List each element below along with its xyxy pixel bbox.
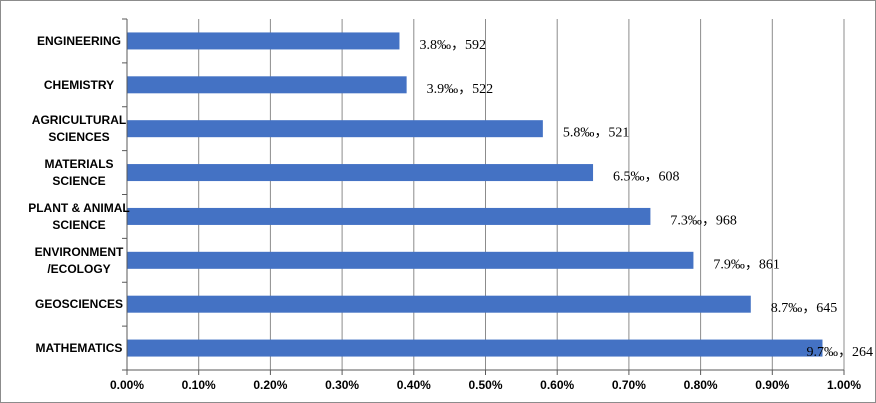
x-tick-label: 0.60% bbox=[540, 378, 574, 392]
x-tick-label: 0.20% bbox=[253, 378, 287, 392]
data-label: 7.9‰，861 bbox=[713, 257, 780, 272]
x-tick-label: 0.70% bbox=[612, 378, 646, 392]
axes bbox=[122, 18, 845, 375]
category-label: GEOSCIENCES bbox=[35, 297, 123, 311]
data-label: 8.7‰，645 bbox=[771, 301, 838, 316]
data-label: 3.9‰，522 bbox=[427, 82, 494, 97]
gridlines bbox=[198, 19, 845, 370]
bar bbox=[127, 339, 823, 357]
x-tick-label: 0.10% bbox=[182, 378, 216, 392]
data-label: 7.3‰，968 bbox=[670, 213, 737, 228]
category-label: CHEMISTRY bbox=[44, 78, 114, 92]
data-label: 9.7‰，264 bbox=[806, 345, 873, 360]
bar bbox=[127, 207, 651, 225]
x-tick-label: 1.00% bbox=[827, 378, 861, 392]
x-tick-labels: 0.00% 0.10% 0.20% 0.30% 0.40% 0.50% 0.60% 0.70%… bbox=[110, 378, 861, 392]
category-label: ENVIRONMENT/ECOLOGY bbox=[35, 245, 124, 276]
data-label: 6.5‰，608 bbox=[613, 170, 680, 185]
bar bbox=[127, 32, 400, 50]
bar bbox=[127, 295, 751, 313]
category-labels: ENGINEERING CHEMISTRY AGRICULTURAL SCIENCES… bbox=[28, 34, 130, 355]
x-tick-label: 0.50% bbox=[468, 378, 502, 392]
x-tick-label: 0.00% bbox=[110, 378, 144, 392]
x-tick-label: 0.40% bbox=[397, 378, 431, 392]
x-tick-label: 0.30% bbox=[325, 378, 359, 392]
bar bbox=[127, 164, 594, 182]
data-label: 3.8‰，592 bbox=[419, 38, 486, 53]
bars bbox=[127, 32, 823, 357]
category-label: ENGINEERING bbox=[37, 34, 121, 48]
category-label: MATERIALS SCIENCE bbox=[44, 157, 113, 188]
bar bbox=[127, 120, 543, 138]
data-labels: 3.8‰，592 3.9‰，522 5.8‰，521 6.5‰，608 7.3‰，968… bbox=[419, 38, 873, 360]
category-label: MATHEMATICS bbox=[36, 341, 123, 355]
category-label: AGRICULTURAL SCIENCES bbox=[32, 113, 126, 144]
category-label: PLANT & ANIMAL SCIENCE bbox=[28, 201, 130, 232]
bar bbox=[127, 76, 407, 94]
bar bbox=[127, 251, 694, 269]
x-tick-label: 0.80% bbox=[684, 378, 718, 392]
data-label: 5.8‰，521 bbox=[563, 126, 630, 141]
x-tick-label: 0.90% bbox=[755, 378, 789, 392]
